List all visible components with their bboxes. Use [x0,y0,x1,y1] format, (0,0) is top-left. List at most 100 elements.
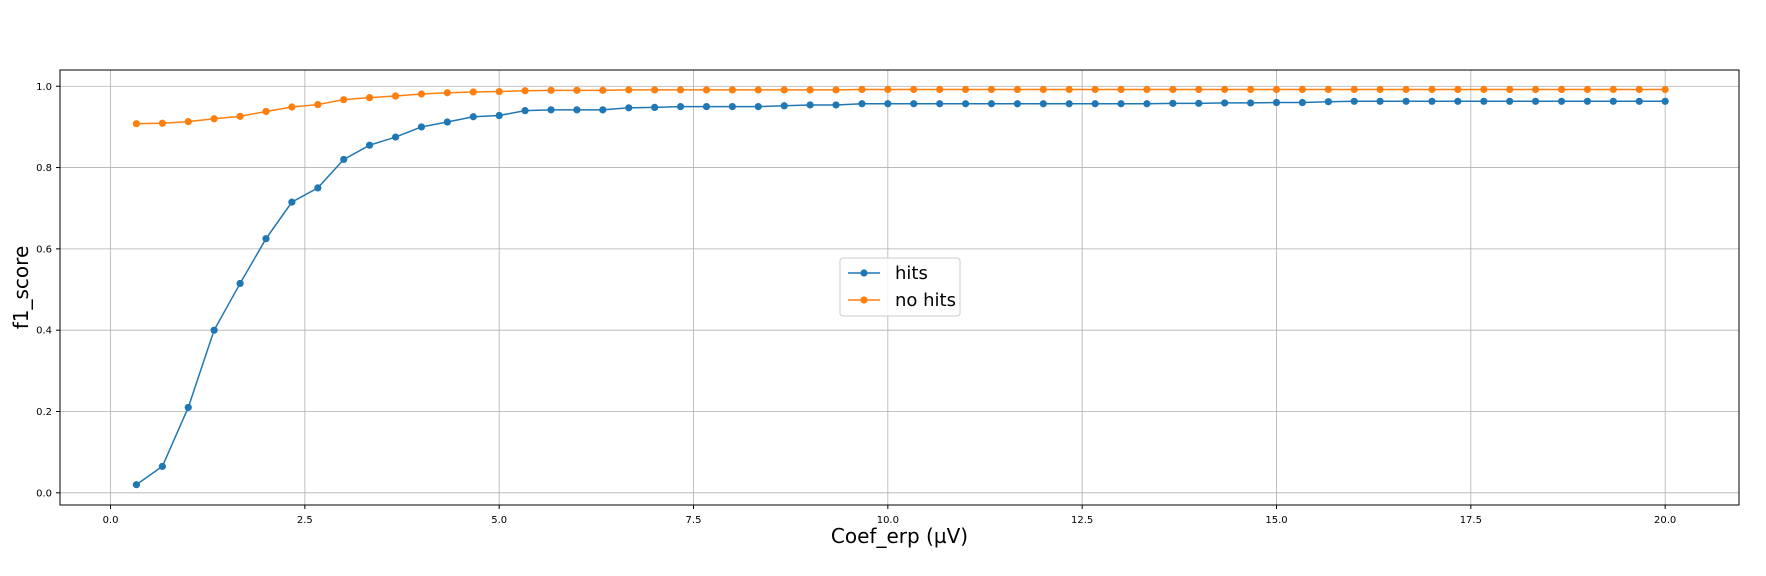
data-point [1454,97,1462,105]
x-tick-label: 12.5 [1071,515,1093,526]
data-point [288,198,296,206]
data-point [1506,85,1514,94]
x-tick-label: 20.0 [1654,515,1676,526]
data-point [676,86,685,94]
data-point [1609,97,1617,105]
data-point [1169,85,1177,94]
data-point [858,85,866,94]
data-point [1039,85,1047,94]
data-point [1039,100,1047,108]
data-point [1247,85,1255,94]
data-point [210,115,218,123]
y-tick-label: 0.0 [36,488,52,499]
data-point [599,86,607,94]
data-point [132,481,141,489]
data-point [469,88,477,96]
data-point [961,100,970,108]
y-tick-label: 0.2 [36,407,52,418]
data-point [391,92,400,100]
data-point [1531,85,1540,94]
data-point [936,100,944,108]
data-point [1583,85,1592,94]
legend: hits no hits [839,257,961,317]
data-point [573,86,581,94]
data-point [547,106,555,114]
data-point [521,87,529,95]
data-point [469,113,477,121]
axis-ticks: 0.0 2.5 5.0 7.5 10.0 12.5 15.0 17.5 20.0 0.0 0.2 0.… [36,82,1676,526]
x-tick-label: 2.5 [297,515,313,526]
series-line [135,100,1666,486]
data-point [1195,85,1203,94]
data-point [1583,97,1592,105]
data-point [702,102,711,111]
y-tick-label: 0.8 [36,163,52,174]
data-point [1247,99,1255,107]
data-point [1428,85,1436,94]
data-point [1480,85,1488,94]
data-point [806,101,814,109]
data-point [961,85,970,94]
data-point [754,102,762,111]
data-point [1091,85,1099,94]
data-point [495,87,503,96]
data-point [1013,100,1022,108]
x-tick-label: 17.5 [1460,515,1482,526]
x-tick-label: 15.0 [1265,515,1287,526]
data-point [236,279,244,288]
data-point [132,120,141,128]
data-point [1531,97,1540,105]
legend-label: hits [895,263,928,284]
data-point [314,184,322,192]
data-point [1480,97,1488,105]
data-point [1195,99,1203,107]
data-point [832,86,840,94]
y-tick-label: 1.0 [36,82,52,93]
data-point [366,141,374,149]
x-tick-label: 10.0 [877,515,899,526]
data-point [1609,85,1617,94]
data-point [1117,85,1125,94]
data-point [1402,85,1410,94]
x-tick-label: 0.0 [103,515,119,526]
data-point [417,123,426,131]
data-point [651,103,659,112]
data-point [391,133,400,141]
data-point [728,86,736,94]
data-point [340,96,348,104]
data-point [158,462,166,470]
data-point [754,86,762,94]
data-point [910,85,918,94]
grid [60,70,1739,505]
y-tick-label: 0.6 [36,244,52,255]
data-point [1376,97,1384,105]
series-no-hits [132,85,1669,128]
data-point [314,100,322,109]
data-point [676,102,685,111]
data-point [599,106,607,114]
data-point [832,101,840,109]
data-point [1065,85,1073,94]
plot-frame [59,69,1740,506]
data-point [1428,97,1436,105]
data-point [1635,85,1643,94]
data-point [702,86,711,94]
series-line [136,88,1666,125]
data-point [780,102,788,110]
y-tick-label: 0.4 [36,326,52,337]
data-point [236,112,244,120]
data-point [262,107,270,116]
data-point [651,86,659,94]
data-point [1376,85,1384,94]
data-point [1298,98,1306,107]
data-point [184,403,192,412]
data-point [1350,85,1358,94]
series-hits [132,97,1669,489]
data-point [210,326,218,334]
data-point [1324,85,1332,94]
data-point [1506,97,1514,105]
data-point [1221,85,1229,94]
data-point [1169,99,1177,107]
legend-swatch-marker [860,269,868,277]
